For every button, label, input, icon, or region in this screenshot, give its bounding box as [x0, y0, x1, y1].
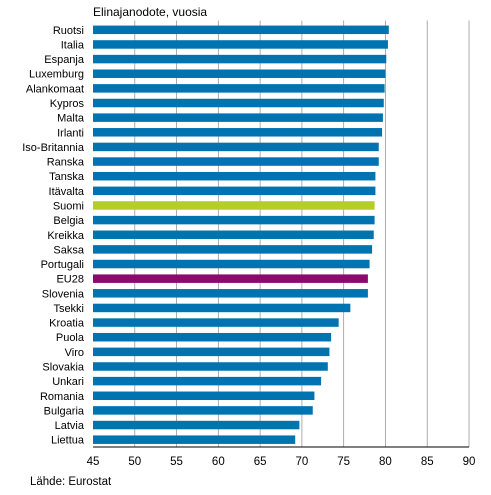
bar-irlanti — [93, 128, 383, 137]
x-tick-label-55: 55 — [170, 456, 183, 468]
bar-viro — [93, 347, 330, 357]
x-tick-label-45: 45 — [87, 456, 100, 468]
bar-latvia — [93, 420, 300, 430]
category-label-tsekki: Tsekki — [53, 303, 84, 315]
bar-espanja — [93, 54, 387, 64]
category-label-latvia: Latvia — [55, 420, 85, 432]
x-tick-label-50: 50 — [128, 456, 141, 468]
category-label-espanja: Espanja — [44, 54, 85, 66]
category-label-kypros: Kypros — [50, 98, 85, 110]
bar-tanska — [93, 171, 376, 181]
bar-suomi — [93, 201, 375, 210]
category-label-eu28: EU28 — [56, 274, 84, 286]
category-label-bulgaria: Bulgaria — [44, 405, 85, 417]
x-tick-label-65: 65 — [254, 456, 267, 468]
category-label-ruotsi: Ruotsi — [53, 25, 84, 37]
bar-belgia — [93, 215, 375, 225]
category-label-iso-britannia: Iso-Britannia — [22, 142, 85, 154]
category-label-portugali: Portugali — [41, 259, 84, 271]
bar-iso-britannia — [93, 142, 379, 152]
category-label-luxemburg: Luxemburg — [29, 69, 84, 81]
source-note: Lähde: Eurostat — [30, 476, 112, 488]
x-tick-labels: 45 50 55 60 65 70 75 80 85 90 — [87, 456, 476, 468]
x-tick-label-60: 60 — [212, 456, 225, 468]
bar-malta — [93, 113, 383, 122]
bar-ruotsi — [93, 25, 389, 35]
category-label-viro: Viro — [65, 347, 84, 359]
category-label-tanska: Tanska — [49, 171, 85, 183]
bar-kypros — [93, 98, 384, 108]
bar-tsekki — [93, 303, 351, 313]
bar-slovenia — [93, 289, 368, 298]
x-tick-label-70: 70 — [295, 456, 308, 468]
bar-eu28 — [93, 274, 368, 283]
category-label-kroatia: Kroatia — [49, 318, 85, 330]
category-label-ranska: Ranska — [47, 157, 85, 169]
category-label-kreikka: Kreikka — [47, 230, 85, 242]
bar-romania — [93, 391, 315, 401]
bars — [93, 25, 389, 444]
category-label-puola: Puola — [56, 332, 85, 344]
bar-it-valta — [93, 186, 376, 196]
category-label-belgia: Belgia — [53, 215, 84, 227]
chart-title: Elinajanodote, vuosia — [93, 5, 207, 19]
category-label-unkari: Unkari — [52, 376, 84, 388]
category-labels: Ruotsi Italia Espanja Luxemburg Alankomaat Ky… — [22, 25, 85, 447]
x-tick-label-80: 80 — [379, 456, 392, 468]
bar-portugali — [93, 259, 370, 269]
category-label-it-valta: Itävalta — [49, 186, 85, 198]
category-label-malta: Malta — [57, 113, 85, 125]
x-tick-label-75: 75 — [337, 456, 350, 468]
bar-ranska — [93, 157, 379, 166]
bar-unkari — [93, 376, 322, 386]
bar-alankomaat — [93, 84, 385, 93]
x-tick-label-90: 90 — [463, 456, 476, 468]
category-label-suomi: Suomi — [53, 200, 84, 212]
bar-bulgaria — [93, 406, 313, 415]
bar-saksa — [93, 245, 373, 254]
category-label-slovakia: Slovakia — [42, 361, 84, 373]
category-label-alankomaat: Alankomaat — [26, 83, 84, 95]
bar-liettua — [93, 435, 296, 444]
bar-kreikka — [93, 230, 374, 239]
bar-puola — [93, 332, 332, 342]
category-label-slovenia: Slovenia — [42, 288, 85, 300]
x-tick-label-85: 85 — [421, 456, 434, 468]
category-label-italia: Italia — [61, 39, 85, 51]
category-label-saksa: Saksa — [53, 244, 84, 256]
category-label-liettua: Liettua — [51, 435, 85, 447]
bar-kroatia — [93, 318, 339, 327]
bar-italia — [93, 40, 388, 49]
category-label-romania: Romania — [40, 391, 85, 403]
category-label-irlanti: Irlanti — [57, 127, 84, 139]
bar-luxemburg — [93, 69, 386, 78]
bar-slovakia — [93, 362, 328, 371]
